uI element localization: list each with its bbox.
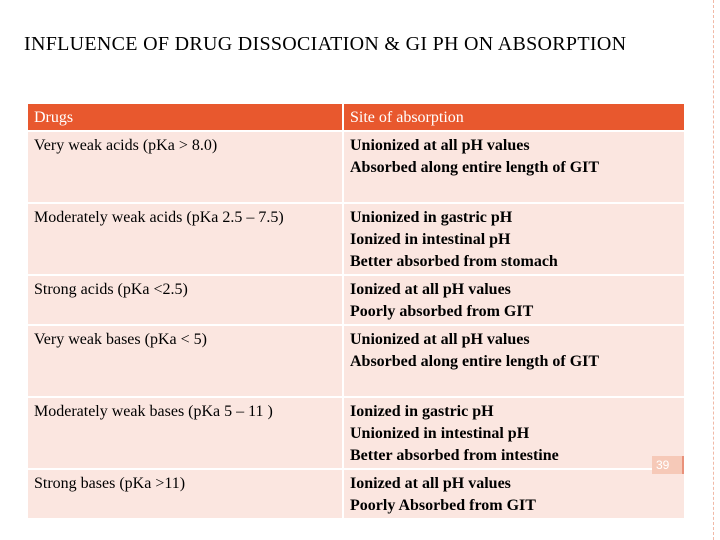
site-line: Ionized in gastric pH bbox=[350, 403, 494, 420]
absorption-table: Drugs Site of absorption Very weak acids… bbox=[26, 102, 686, 520]
drug-cell: Very weak bases (pKa < 5) bbox=[26, 324, 344, 398]
table-row: Strong acids (pKa <2.5) Ionized at all p… bbox=[26, 274, 686, 326]
site-cell: Unionized at all pH values Absorbed alon… bbox=[342, 130, 686, 204]
site-line: Better absorbed from intestine bbox=[350, 447, 559, 464]
table-row: Moderately weak acids (pKa 2.5 – 7.5) Un… bbox=[26, 202, 686, 276]
site-line: Better absorbed from stomach bbox=[350, 253, 558, 270]
site-line: Poorly absorbed from GIT bbox=[350, 303, 534, 320]
table-header-row: Drugs Site of absorption bbox=[26, 102, 686, 132]
site-line: Absorbed along entire length of GIT bbox=[350, 159, 600, 176]
table-row: Very weak bases (pKa < 5) Unionized at a… bbox=[26, 324, 686, 398]
table-row: Moderately weak bases (pKa 5 – 11 ) Ioni… bbox=[26, 396, 686, 470]
drug-cell: Moderately weak bases (pKa 5 – 11 ) bbox=[26, 396, 344, 470]
header-drugs: Drugs bbox=[26, 102, 344, 132]
site-line: Unionized at all pH values bbox=[350, 137, 530, 154]
site-cell: Unionized in gastric pH Ionized in intes… bbox=[342, 202, 686, 276]
drug-cell: Very weak acids (pKa > 8.0) bbox=[26, 130, 344, 204]
site-cell: Unionized at all pH values Absorbed alon… bbox=[342, 324, 686, 398]
site-cell: Ionized at all pH values Poorly absorbed… bbox=[342, 274, 686, 326]
table-row: Strong bases (pKa >11) Ionized at all pH… bbox=[26, 468, 686, 520]
header-site-of-absorption: Site of absorption bbox=[342, 102, 686, 132]
right-decorative-rule bbox=[712, 0, 714, 540]
table-row: Very weak acids (pKa > 8.0) Unionized at… bbox=[26, 130, 686, 204]
site-line: Poorly Absorbed from GIT bbox=[350, 497, 536, 514]
site-line: Unionized at all pH values bbox=[350, 331, 530, 348]
site-line: Absorbed along entire length of GIT bbox=[350, 353, 600, 370]
site-line: Unionized in gastric pH bbox=[350, 209, 513, 226]
site-line: Unionized in intestinal pH bbox=[350, 425, 530, 442]
site-line: Ionized in intestinal pH bbox=[350, 231, 511, 248]
site-cell: Ionized in gastric pH Unionized in intes… bbox=[342, 396, 686, 470]
site-cell: Ionized at all pH values Poorly Absorbed… bbox=[342, 468, 686, 520]
site-line: Ionized at all pH values bbox=[350, 281, 511, 298]
drug-cell: Strong bases (pKa >11) bbox=[26, 468, 344, 520]
slide-title: INFLUENCE OF DRUG DISSOCIATION & GI PH O… bbox=[24, 33, 627, 55]
drug-cell: Strong acids (pKa <2.5) bbox=[26, 274, 344, 326]
page-number: 39 bbox=[652, 456, 684, 474]
drug-cell: Moderately weak acids (pKa 2.5 – 7.5) bbox=[26, 202, 344, 276]
site-line: Ionized at all pH values bbox=[350, 475, 511, 492]
